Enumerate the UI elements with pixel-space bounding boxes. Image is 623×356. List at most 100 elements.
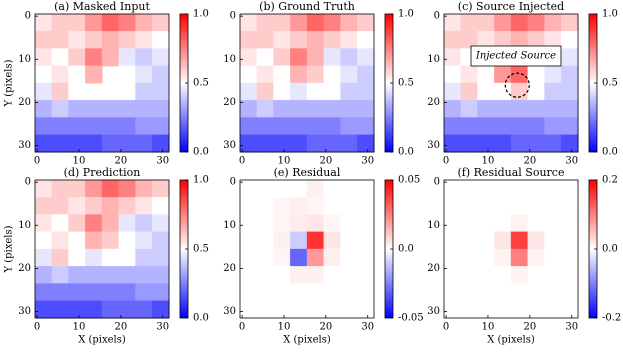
heatmap-cell — [68, 100, 86, 119]
heatmap-cell — [561, 100, 579, 119]
colorbar-tick-label: 0.0 — [193, 147, 209, 158]
heatmap-cell — [85, 65, 103, 84]
annotation-text: Injected Source — [475, 51, 556, 62]
heatmap-cell — [494, 197, 512, 216]
colorbar-tick-label: 0.0 — [602, 147, 618, 158]
heatmap-cell — [544, 300, 562, 319]
heatmap-cell — [101, 13, 120, 32]
heatmap-cell — [340, 266, 358, 285]
heatmap-cell — [118, 283, 137, 302]
heatmap-cell — [290, 134, 308, 153]
panel-title: (d) Prediction — [64, 166, 141, 179]
heatmap-cell — [239, 82, 258, 101]
heatmap-cell — [290, 117, 308, 136]
x-tick-label: 30 — [361, 156, 374, 167]
colorbar-tick-label: 1.0 — [398, 9, 414, 20]
heatmap-cell — [152, 266, 170, 285]
heatmap-cell — [152, 117, 170, 136]
heatmap-cell — [460, 214, 479, 233]
heatmap-cell — [68, 197, 86, 216]
heatmap-cell — [256, 100, 275, 119]
colorbar-tick-label: 0.5 — [602, 78, 618, 89]
heatmap-cell — [323, 31, 342, 50]
heatmap-cell — [443, 117, 462, 136]
heatmap-cell — [101, 100, 120, 119]
heatmap-cell — [306, 266, 325, 285]
heatmap-cell — [85, 266, 103, 285]
heatmap-cell — [118, 266, 137, 285]
heatmap-cell — [51, 231, 70, 250]
heatmap-cell — [357, 82, 375, 101]
heatmap-cell — [51, 214, 70, 233]
heatmap-cell — [51, 65, 70, 84]
x-tick-label: 20 — [114, 322, 127, 333]
heatmap-cell — [561, 300, 579, 319]
heatmap-cell — [477, 179, 495, 198]
heatmap-cell — [340, 31, 358, 50]
heatmap-cell — [477, 300, 495, 319]
heatmap-cell — [561, 231, 579, 250]
y-tick-label: 20 — [18, 97, 31, 108]
heatmap-cell — [544, 283, 562, 302]
heatmap-cell — [239, 214, 258, 233]
colorbar-tick-label: -0.2 — [602, 313, 621, 324]
heatmap-cell — [357, 31, 375, 50]
heatmap-cell — [443, 65, 462, 84]
heatmap-cell — [527, 197, 546, 216]
heatmap-cell — [68, 134, 86, 153]
heatmap-cell — [357, 266, 375, 285]
heatmap-cell — [494, 266, 512, 285]
heatmap-cell — [101, 117, 120, 136]
x-tick-label: 30 — [565, 322, 578, 333]
heatmap-cell — [510, 179, 529, 198]
heatmap-cell — [135, 197, 153, 216]
heatmap-cell — [306, 82, 325, 101]
heatmap-cell — [494, 214, 512, 233]
y-tick-label: 20 — [427, 263, 440, 274]
heatmap-cell — [544, 65, 562, 84]
heatmap-cell — [443, 134, 462, 153]
heatmap-cell — [101, 266, 120, 285]
heatmap-cell — [323, 48, 342, 67]
heatmap-cell — [460, 283, 479, 302]
y-tick-label: 0 — [25, 11, 31, 22]
heatmap-cell — [290, 266, 308, 285]
heatmap-cell — [323, 300, 342, 319]
heatmap-cell — [323, 214, 342, 233]
heatmap-cell — [152, 134, 170, 153]
heatmap-cell — [494, 179, 512, 198]
panel-title: (c) Source Injected — [458, 0, 564, 13]
heatmap-cell — [443, 197, 462, 216]
colorbar-tick-label: 1.0 — [602, 9, 618, 20]
heatmap-cell — [85, 48, 103, 67]
heatmap-cell — [290, 283, 308, 302]
heatmap-cell — [561, 134, 579, 153]
heatmap-cell — [544, 13, 562, 32]
heatmap-cell — [561, 82, 579, 101]
heatmap-cell — [306, 179, 325, 198]
heatmap-cell — [101, 214, 120, 233]
heatmap-cell — [290, 179, 308, 198]
heatmap-cell — [118, 134, 137, 153]
heatmap-cell — [152, 13, 170, 32]
heatmap-cell — [34, 214, 53, 233]
heatmap-cell — [239, 197, 258, 216]
heatmap-cell — [273, 283, 291, 302]
heatmap-cell — [544, 134, 562, 153]
heatmap-cell — [256, 197, 275, 216]
heatmap-cell — [306, 65, 325, 84]
heatmap-cell — [51, 82, 70, 101]
source-marker — [504, 72, 530, 98]
y-tick-label: 10 — [18, 54, 31, 65]
heatmap-cell — [306, 214, 325, 233]
heatmap-cell — [51, 300, 70, 319]
heatmap-cell — [527, 13, 546, 32]
heatmap-cell — [135, 266, 153, 285]
heatmap-cell — [51, 248, 70, 267]
heatmap-cell — [527, 283, 546, 302]
heatmap-cell — [152, 283, 170, 302]
heatmap-cell — [443, 248, 462, 267]
heatmap-cell — [510, 300, 529, 319]
heatmap-cell — [85, 300, 103, 319]
heatmap-cell — [273, 117, 291, 136]
